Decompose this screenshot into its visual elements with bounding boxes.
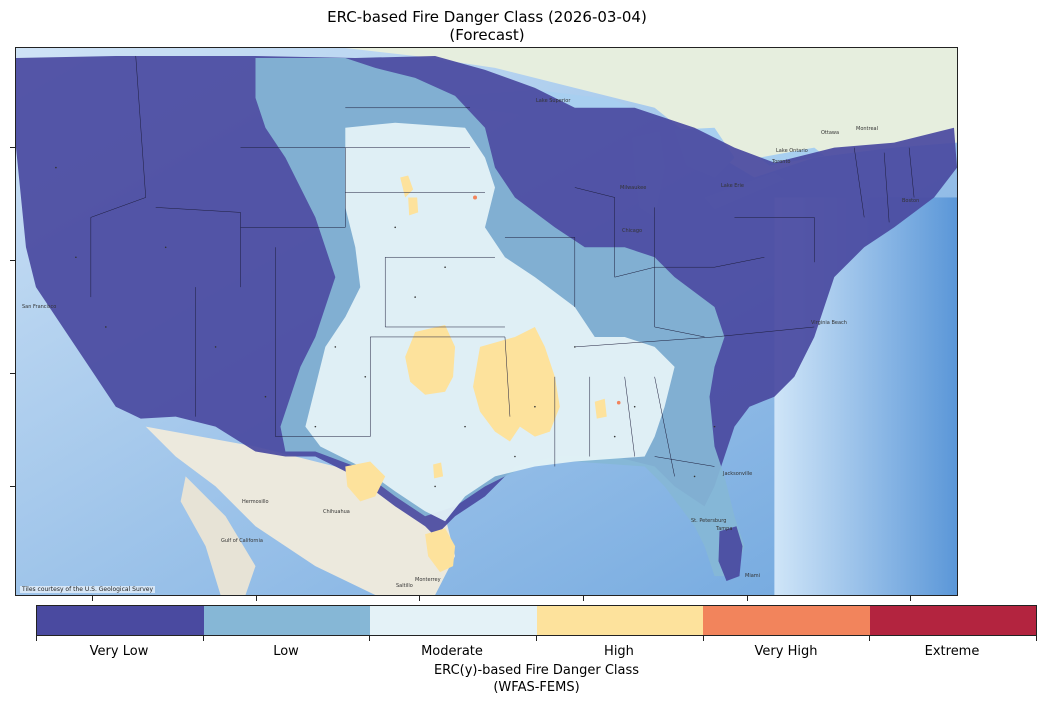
colorbar-tick xyxy=(1036,636,1037,641)
colorbar-title: ERC(y)-based Fire Danger Class xyxy=(433,663,640,678)
colorbar-label: Very High xyxy=(754,644,818,659)
colorbar xyxy=(36,605,1037,636)
basemap-label: St. Petersburg xyxy=(691,518,727,524)
danger-very-low-region xyxy=(718,526,743,582)
danger-high-patch xyxy=(405,324,456,395)
x-axis-tick xyxy=(256,596,257,601)
y-axis-tick xyxy=(10,373,15,374)
basemap-label: Lake Superior xyxy=(536,98,571,104)
basemap-label: San Francisco xyxy=(22,304,57,310)
x-axis-tick xyxy=(747,596,748,601)
basemap-label: Hermosillo xyxy=(242,499,269,505)
canada-land xyxy=(345,48,957,178)
colorbar-label: Low xyxy=(273,644,299,659)
basemap-label: Gulf of California xyxy=(221,538,263,544)
basemap-label: Saltillo xyxy=(396,583,413,589)
danger-very-high-spot xyxy=(473,195,478,200)
basemap-label: Miami xyxy=(745,573,761,579)
colorbar-tick xyxy=(536,636,537,641)
colorbar-segment-extreme xyxy=(869,606,1036,635)
station-dots xyxy=(55,166,716,488)
colorbar-segment-moderate xyxy=(370,606,537,635)
colorbar-segment-low xyxy=(203,606,370,635)
basemap-label: Lake Ontario xyxy=(776,148,808,154)
basemap-label: Boston xyxy=(902,198,920,204)
basemap-label: Virginia Beach xyxy=(811,320,847,326)
danger-high-patch xyxy=(473,326,560,442)
colorbar-subtitle: (WFAS-FEMS) xyxy=(493,680,580,695)
tile-attribution: Tiles courtesy of the U.S. Geological Su… xyxy=(20,586,156,593)
x-axis-tick xyxy=(92,596,93,601)
danger-high-patch xyxy=(433,462,444,479)
basemap-label: Ottawa xyxy=(821,130,840,136)
danger-high-patch xyxy=(594,398,607,419)
danger-moderate-region xyxy=(305,122,675,522)
x-axis-tick xyxy=(583,596,584,601)
basemap-label: Lake Erie xyxy=(721,183,744,189)
colorbar-tick xyxy=(369,636,370,641)
danger-high-patch xyxy=(425,528,456,573)
baja-land xyxy=(180,476,256,595)
colorbar-tick xyxy=(869,636,870,641)
danger-high-patch xyxy=(408,197,419,216)
danger-high-patch xyxy=(400,175,414,198)
lake-ontario xyxy=(759,147,825,166)
basemap-label: Chicago xyxy=(622,228,643,234)
chart-subtitle: (Forecast) xyxy=(449,26,525,44)
colorbar-segment-high xyxy=(536,606,703,635)
y-axis-tick xyxy=(10,486,15,487)
danger-high-patch xyxy=(345,461,386,502)
x-axis-tick xyxy=(910,596,911,601)
basemap-label: Jacksonville xyxy=(723,471,753,477)
basemap-label: Montreal xyxy=(856,126,878,132)
colorbar-segment-very-low xyxy=(37,606,204,635)
colorbar-label: Moderate xyxy=(421,644,483,659)
colorbar-tick xyxy=(36,636,37,641)
map-canvas xyxy=(16,48,957,595)
chart-title: ERC-based Fire Danger Class (2026-03-04) xyxy=(327,8,647,26)
colorbar-tick xyxy=(203,636,204,641)
colorbar-label: Very Low xyxy=(89,644,149,659)
colorbar-label: Extreme xyxy=(924,644,980,659)
colorbar-label: High xyxy=(604,644,634,659)
basemap-label: Toronto xyxy=(772,159,791,165)
mexico-land xyxy=(145,426,456,595)
map-panel: San Francisco Hermosillo Chihuahua Monte… xyxy=(15,47,958,596)
y-axis-tick xyxy=(10,260,15,261)
colorbar-segment-very-high xyxy=(703,606,870,635)
colorbar-tick xyxy=(703,636,704,641)
basemap-label: Milwaukee xyxy=(620,185,647,191)
basemap-label: Chihuahua xyxy=(323,509,350,515)
y-axis-tick xyxy=(10,147,15,148)
basemap-label: Monterrey xyxy=(415,577,441,583)
state-boundaries xyxy=(90,55,915,477)
basemap-label: Tampa xyxy=(716,526,733,532)
x-axis-tick xyxy=(419,596,420,601)
danger-very-high-spot xyxy=(616,400,621,405)
